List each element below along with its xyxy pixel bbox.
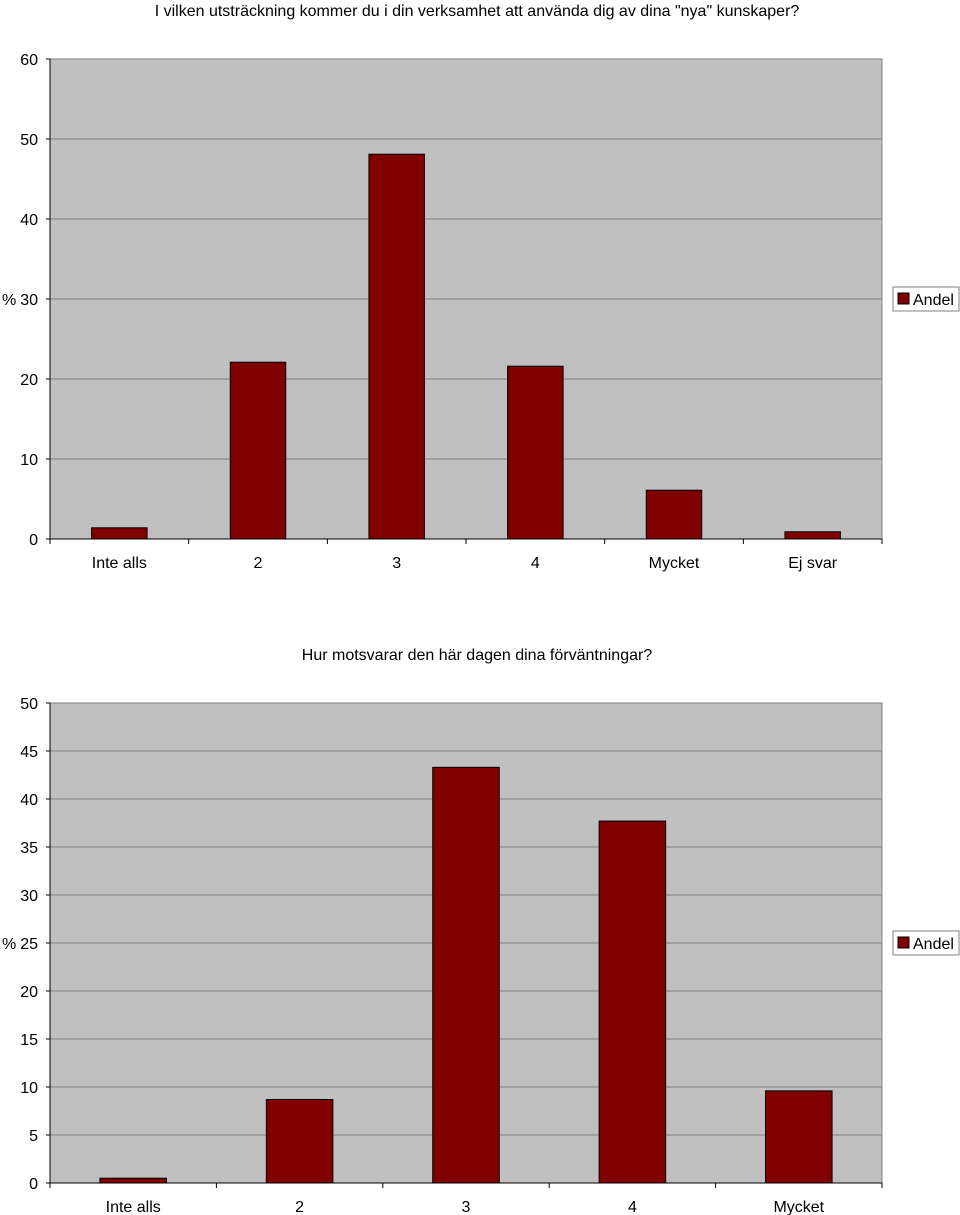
x-tick-label: 4 [628, 1199, 637, 1215]
legend-swatch [897, 936, 910, 949]
y-tick-labels: 0 10 20 30 40 50 60 [20, 52, 38, 549]
y-tick-label: 20 [20, 372, 38, 389]
x-tick-labels: Inte alls 2 3 4 Mycket [106, 1199, 825, 1215]
legend: Andel [892, 286, 960, 312]
chart-title: I vilken utsträckning kommer du i din ve… [155, 3, 800, 20]
bar [765, 1090, 833, 1184]
legend-swatch [897, 292, 910, 305]
chart-expectations: Hur motsvarar den här dagen dina förvänt… [2, 647, 960, 1215]
y-tick-label: 15 [20, 1032, 38, 1049]
y-tick-label: 10 [20, 452, 38, 469]
x-tick-label: 2 [295, 1199, 304, 1215]
y-tick-label: 25 [20, 936, 38, 953]
x-tick-label: Inte alls [92, 555, 147, 572]
x-tick-label: Inte alls [106, 1199, 161, 1215]
x-tick-label: 3 [462, 1199, 471, 1215]
y-tick-label: 30 [20, 888, 38, 905]
bar [784, 531, 841, 540]
y-tick-label: 20 [20, 984, 38, 1001]
axes [46, 702, 883, 1188]
bar [91, 527, 148, 540]
y-tick-label: 50 [20, 132, 38, 149]
y-tick-labels: 0 5 10 15 20 25 30 35 40 45 50 [20, 696, 38, 1193]
y-tick-label: 45 [20, 744, 38, 761]
x-tick-labels: Inte alls 2 3 4 Mycket Ej svar [92, 555, 838, 572]
y-tick-label: 0 [29, 532, 38, 549]
y-tick-label: 40 [20, 792, 38, 809]
axes [46, 58, 883, 544]
y-tick-label: 10 [20, 1080, 38, 1097]
legend-label: Andel [913, 292, 954, 309]
legend-label: Andel [913, 936, 954, 953]
bar [645, 489, 703, 540]
gridlines [50, 138, 882, 460]
y-tick-label: 35 [20, 840, 38, 857]
chart-title: Hur motsvarar den här dagen dina förvänt… [302, 647, 653, 664]
y-axis-label: % [2, 936, 16, 953]
bar [432, 766, 500, 1184]
legend: Andel [892, 930, 960, 956]
bars [91, 153, 841, 540]
bar [368, 153, 425, 540]
x-tick-label: 4 [531, 555, 540, 572]
y-tick-label: 50 [20, 696, 38, 713]
bar [598, 820, 667, 1184]
y-axis-label: % [2, 292, 16, 309]
y-tick-label: 40 [20, 212, 38, 229]
x-tick-label: Mycket [649, 555, 700, 572]
chart-usage-of-new-knowledge: I vilken utsträckning kommer du i din ve… [2, 3, 960, 572]
y-tick-label: 0 [29, 1176, 38, 1193]
x-tick-label: Ej svar [788, 555, 838, 572]
y-tick-label: 5 [29, 1128, 38, 1145]
bar [507, 365, 564, 540]
bar [99, 1177, 167, 1184]
y-tick-label: 30 [20, 292, 38, 309]
x-tick-label: Mycket [773, 1199, 824, 1215]
y-tick-label: 60 [20, 52, 38, 69]
bars [99, 766, 833, 1184]
bar [229, 361, 287, 540]
bar [265, 1098, 334, 1184]
x-tick-label: 3 [392, 555, 401, 572]
x-tick-label: 2 [254, 555, 263, 572]
